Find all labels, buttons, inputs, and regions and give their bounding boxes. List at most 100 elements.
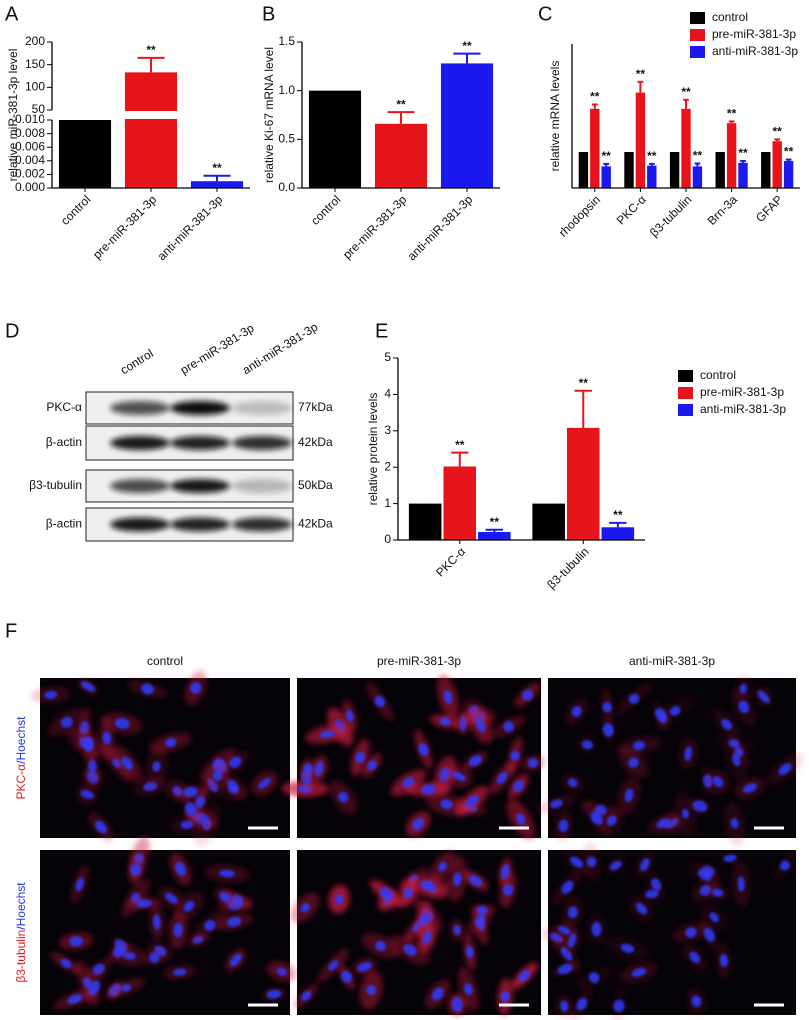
bar	[566, 427, 600, 540]
size-label: 77kDa	[298, 400, 333, 414]
micrograph	[281, 674, 546, 840]
nucleus	[567, 778, 578, 787]
nucleus	[656, 818, 671, 829]
y-tick-label: 0.006	[15, 139, 45, 153]
significance: **	[681, 85, 691, 99]
nucleus	[219, 869, 235, 878]
bar	[647, 165, 657, 188]
nucleus	[697, 869, 712, 881]
nucleus	[60, 716, 73, 728]
nucleus	[95, 820, 107, 834]
legend-swatch	[678, 387, 693, 399]
legend-label: pre-miR-381-3p	[700, 385, 784, 399]
nucleus	[739, 683, 747, 694]
bar	[601, 527, 635, 540]
nucleus	[266, 989, 282, 999]
x-tick-label: β3-tubulin	[647, 192, 694, 239]
nucleus	[451, 996, 463, 1012]
y-tick-label: 0.5	[278, 132, 295, 146]
nucleus	[521, 689, 533, 701]
nucleus	[83, 736, 94, 752]
nucleus	[681, 808, 690, 819]
bar	[635, 92, 646, 188]
nucleus	[518, 970, 531, 982]
significance: **	[396, 97, 406, 111]
nucleus	[549, 799, 563, 809]
nucleus	[340, 970, 352, 983]
legend-label: control	[712, 10, 748, 24]
significance: **	[579, 376, 589, 390]
significance: **	[773, 125, 783, 139]
nucleus	[628, 693, 640, 704]
y-tick-label: 1.0	[278, 83, 295, 97]
nucleus	[183, 786, 198, 798]
nucleus	[338, 791, 349, 803]
nucleus	[606, 815, 617, 826]
panel-label: B	[262, 3, 275, 25]
nucleus	[465, 945, 474, 959]
micrograph-bg	[297, 678, 541, 838]
nucleus	[180, 820, 194, 829]
blot-band	[232, 436, 292, 450]
bar	[374, 123, 428, 188]
nucleus	[88, 980, 100, 996]
error-bar	[574, 389, 592, 428]
blot-band	[232, 517, 292, 532]
nucleus	[779, 860, 790, 871]
legend-label: pre-miR-381-3p	[712, 27, 796, 41]
bar	[532, 503, 565, 540]
significance: **	[693, 149, 703, 163]
row-label: β-actin	[46, 517, 82, 531]
nucleus	[503, 721, 514, 733]
nucleus	[379, 887, 394, 901]
blot-band	[170, 401, 230, 415]
nucleus	[431, 987, 444, 1001]
nucleus	[418, 742, 429, 756]
nucleus	[730, 818, 739, 829]
nucleus	[628, 757, 639, 768]
error-bar	[591, 103, 598, 109]
legend-label: anti-miR-381-3p	[712, 44, 798, 58]
significance: **	[727, 107, 737, 121]
nucleus	[412, 817, 425, 831]
legend-label: control	[700, 368, 736, 382]
significance: **	[647, 149, 657, 163]
blot-band	[232, 479, 292, 493]
x-tick-label: PKC-α	[433, 544, 468, 579]
nucleus	[135, 899, 152, 908]
bar	[408, 503, 442, 540]
x-tick-label: β3-tubulin	[544, 544, 591, 591]
nucleus	[438, 862, 447, 872]
blot-band	[170, 436, 230, 450]
x-tick-label: pre-miR-381-3p	[90, 192, 160, 262]
nucleus	[465, 794, 479, 808]
nucleus	[560, 947, 573, 961]
nucleus	[403, 944, 417, 956]
nucleus	[515, 813, 526, 825]
row-label: β3-tubulin/Hoechst	[14, 882, 28, 983]
error-bar	[387, 111, 415, 124]
nucleus	[602, 701, 613, 713]
panel-label: E	[375, 320, 388, 342]
nucleus	[375, 940, 387, 951]
y-tick-label: 150	[25, 57, 45, 71]
nucleus	[468, 755, 482, 767]
y-tick-label: 0.002	[15, 167, 45, 181]
nucleus	[463, 983, 473, 995]
nucleus	[475, 718, 486, 733]
nucleus	[173, 922, 183, 938]
error-bar	[637, 80, 644, 93]
legend-swatch	[690, 29, 705, 41]
nucleus	[130, 863, 142, 876]
significance: **	[602, 149, 612, 163]
nucleus	[357, 962, 372, 972]
nucleus	[439, 717, 451, 726]
bar	[669, 152, 680, 188]
nucleus	[510, 750, 520, 761]
nucleus	[711, 888, 724, 897]
nucleus	[121, 756, 134, 770]
y-tick-label: 1.5	[278, 34, 295, 48]
blot-band	[170, 517, 230, 532]
x-tick-label: PKC-α	[614, 192, 649, 227]
